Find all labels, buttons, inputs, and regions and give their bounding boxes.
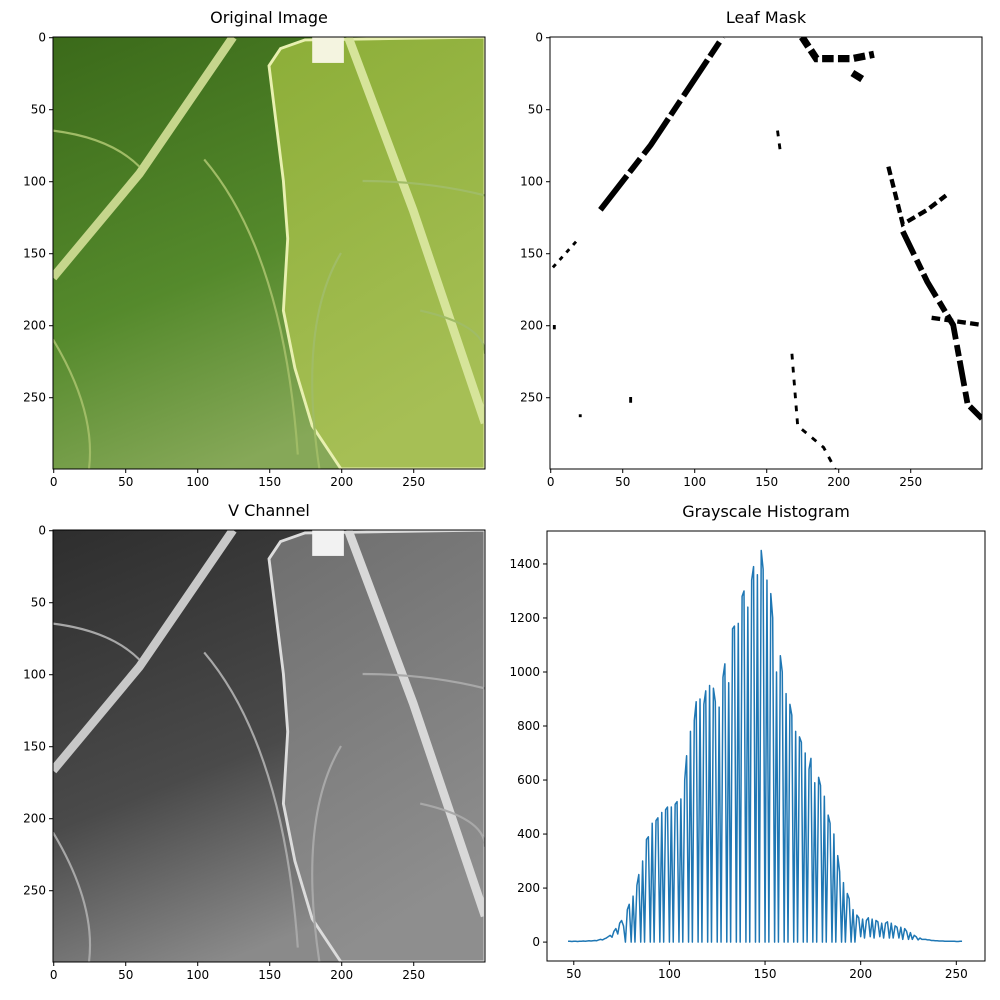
y-tick-label: 0 [535,31,543,45]
y-tick-label: 150 [23,740,46,754]
y-tick-label: 250 [23,884,46,898]
y-tick-label: 800 [517,719,540,733]
y-tick-label: 1000 [509,665,540,679]
x-tick-label: 150 [754,967,777,981]
y-tick-label: 250 [520,391,543,405]
x-tick-label: 200 [827,475,850,489]
y-tick-label: 600 [517,773,540,787]
original-image [53,37,486,470]
y-tick-label: 250 [23,391,46,405]
axes-frame [52,36,486,470]
y-tick-label: 100 [23,175,46,189]
x-tick-label: 100 [658,967,681,981]
y-tick-label: 1400 [509,557,540,571]
y-tick-label: 200 [520,319,543,333]
y-tick-label: 150 [520,247,543,261]
histogram-line [568,549,963,943]
y-tick-label: 100 [520,175,543,189]
v-channel-image [53,530,486,963]
y-tick-label: 150 [23,247,46,261]
y-tick-label: 100 [23,668,46,682]
x-tick-label: 250 [899,475,922,489]
x-tick-label: 200 [330,475,353,489]
leaf-mask-image [550,37,983,470]
x-tick-label: 0 [547,475,555,489]
y-tick-label: 0 [38,524,46,538]
chart-title: Leaf Mask [726,8,807,27]
y-tick-label: 1200 [509,611,540,625]
x-tick-label: 50 [566,967,581,981]
y-tick-label: 50 [528,103,543,117]
y-tick-label: 50 [31,596,46,610]
y-tick-label: 0 [38,31,46,45]
y-tick-label: 0 [532,935,540,949]
x-tick-label: 50 [615,475,630,489]
chart-title: Original Image [210,8,328,27]
x-tick-label: 0 [50,475,58,489]
axes-frame [52,529,486,963]
y-tick-label: 200 [23,319,46,333]
x-tick-label: 150 [258,968,281,982]
x-tick-label: 150 [755,475,778,489]
x-tick-label: 100 [683,475,706,489]
x-tick-label: 250 [402,475,425,489]
x-tick-label: 200 [330,968,353,982]
chart-title: V Channel [228,501,310,520]
y-tick-label: 200 [23,812,46,826]
y-tick-label: 50 [31,103,46,117]
x-tick-label: 100 [186,968,209,982]
x-tick-label: 50 [118,475,133,489]
x-tick-label: 0 [50,968,58,982]
x-tick-label: 250 [402,968,425,982]
x-tick-label: 150 [258,475,281,489]
y-tick-label: 200 [517,881,540,895]
x-tick-label: 200 [849,967,872,981]
axes-frame [549,36,983,470]
y-tick-label: 400 [517,827,540,841]
axes-frame [546,530,986,962]
x-tick-label: 100 [186,475,209,489]
chart-title: Grayscale Histogram [682,502,850,521]
x-tick-label: 50 [118,968,133,982]
x-tick-label: 250 [945,967,968,981]
